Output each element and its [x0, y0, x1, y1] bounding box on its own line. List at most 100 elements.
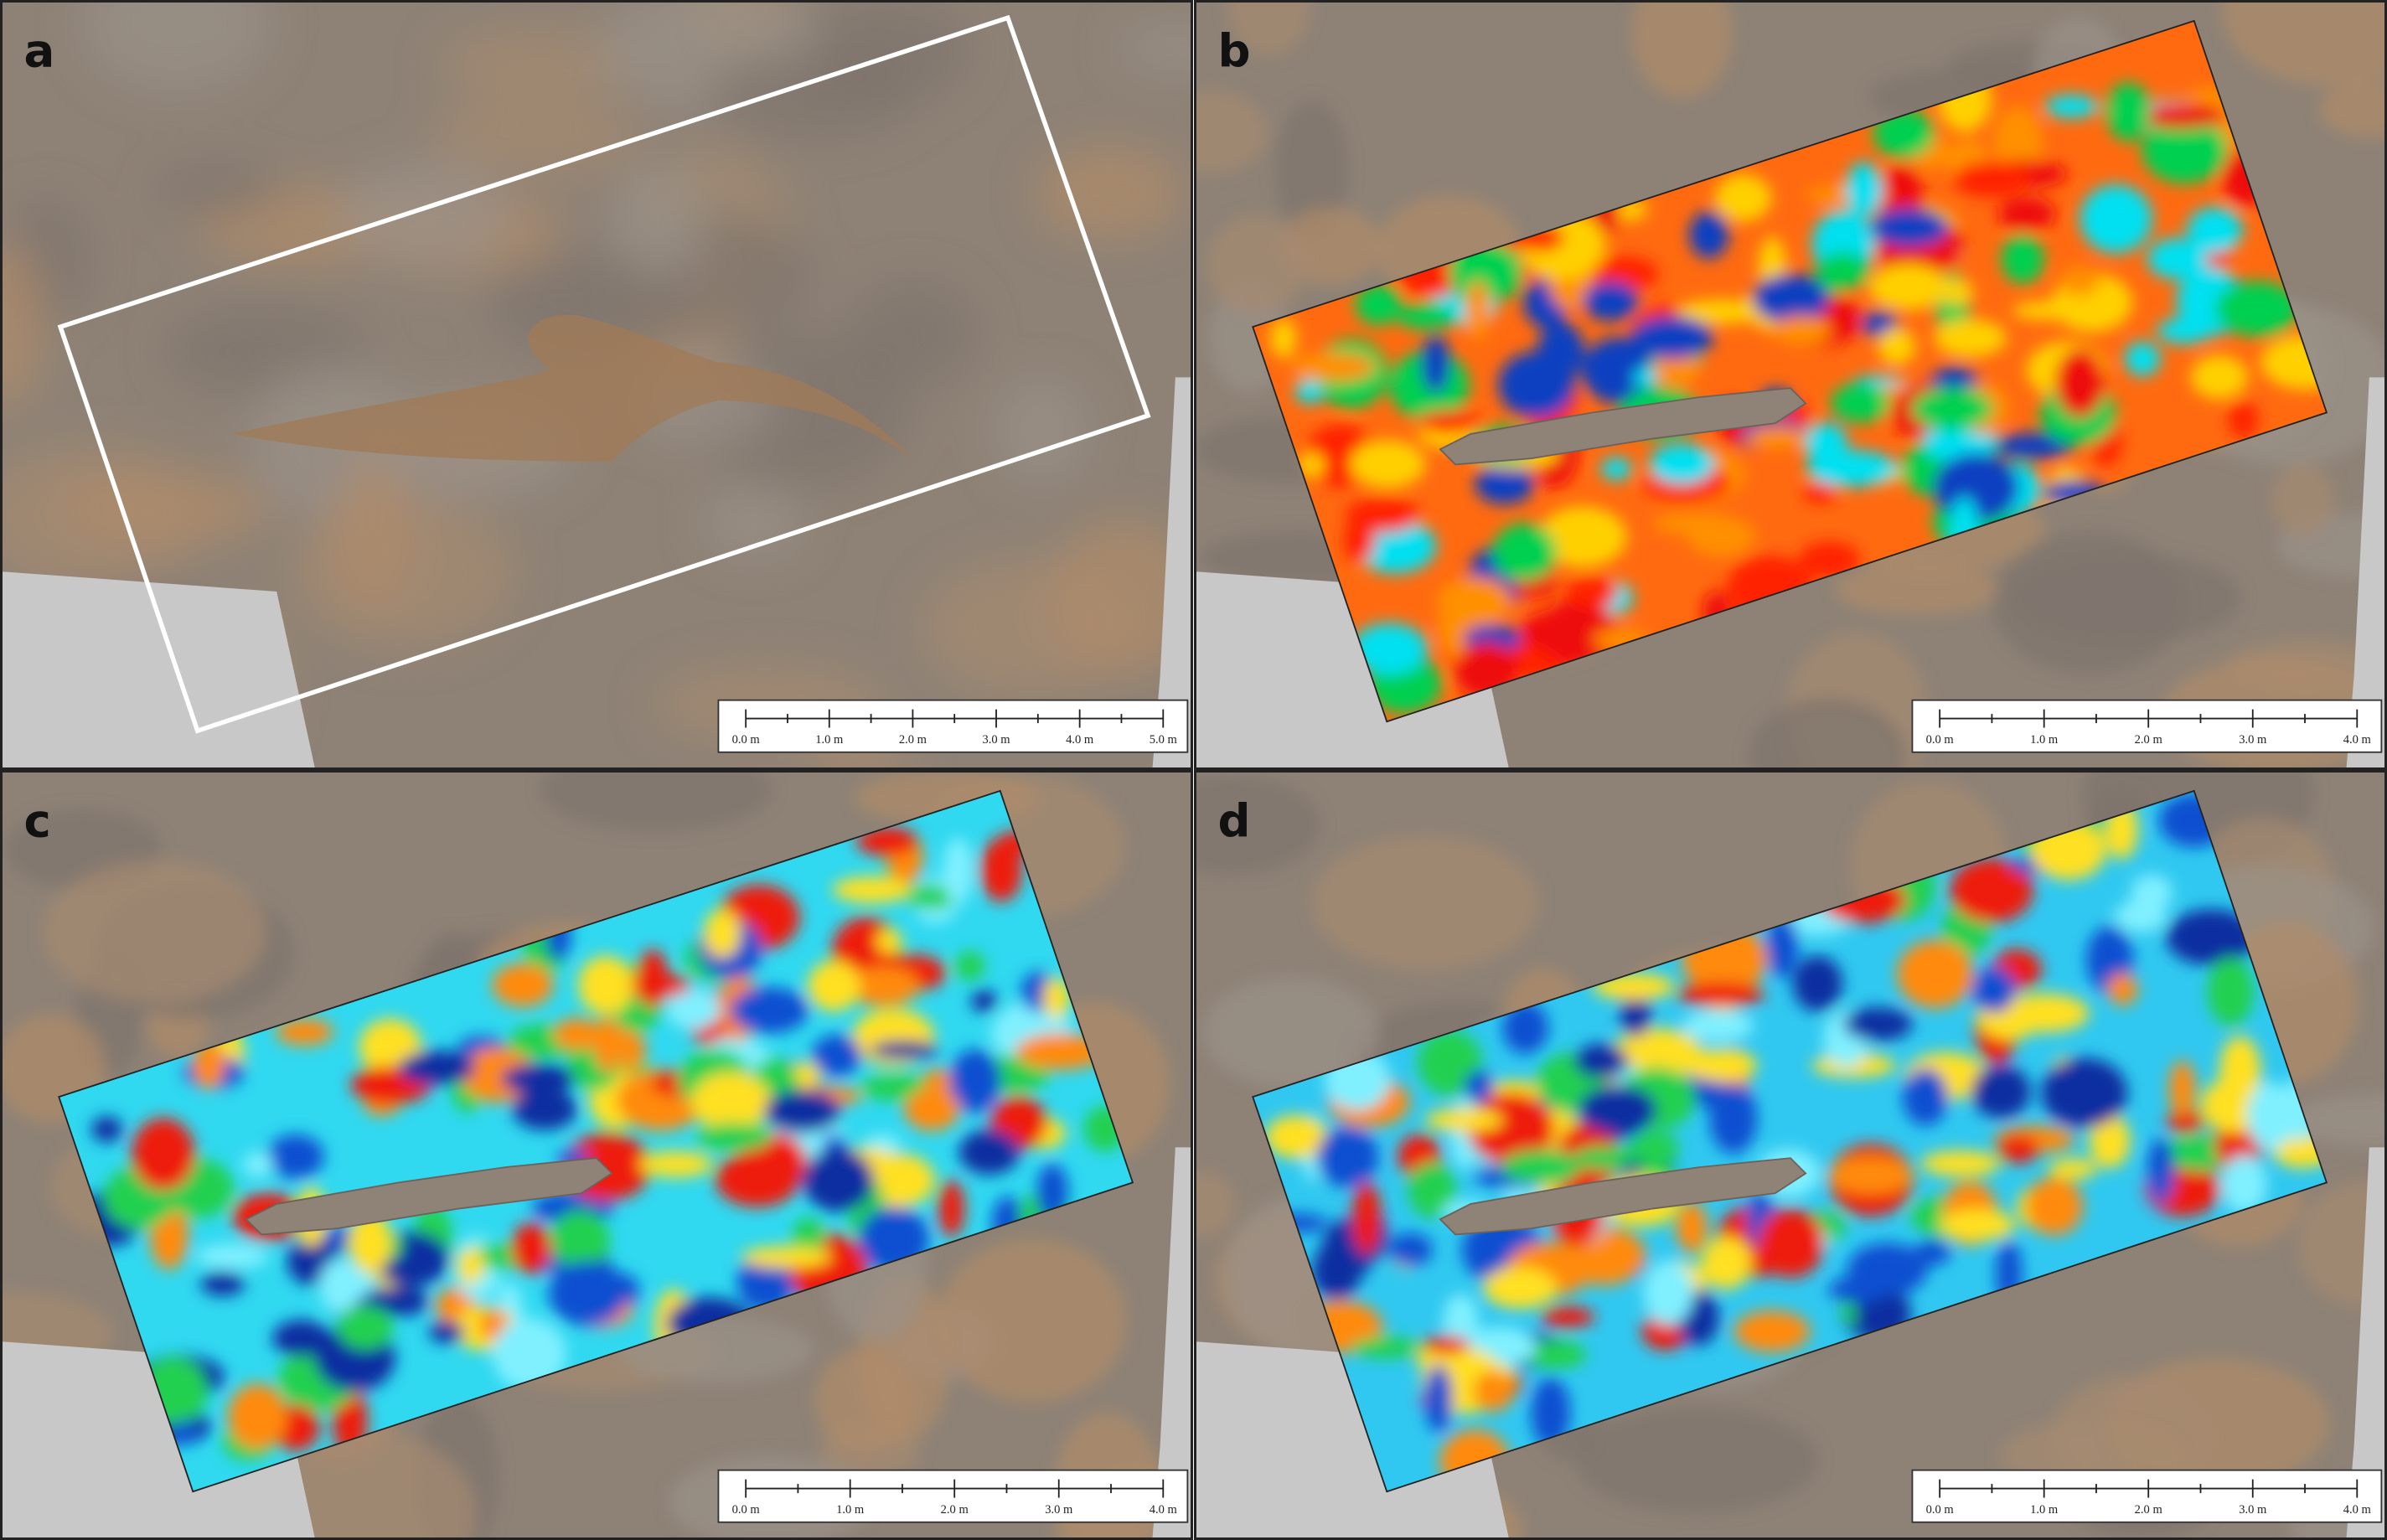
masked-area [3, 571, 315, 767]
soil-patch [1631, 3, 1733, 98]
heatmap-blob [192, 1039, 225, 1089]
heatmap-blob [492, 964, 554, 1007]
scale-label: 2.0 m [2135, 733, 2163, 747]
heatmap-blob [1799, 541, 1861, 578]
heatmap-blob [272, 1320, 330, 1357]
heatmap-blob [1538, 506, 1627, 567]
heatmap-blob [1940, 279, 1974, 305]
heatmap-blob [1758, 1208, 1825, 1279]
heatmap-blob [266, 1134, 324, 1179]
scale-label: 3.0 m [2239, 733, 2267, 747]
soil-patch [1206, 214, 1307, 313]
heatmap-blob [1816, 251, 1870, 290]
heatmap-blob [665, 988, 721, 1030]
soil-patch [1311, 835, 1539, 970]
heatmap-blobs [78, 826, 1127, 1461]
heatmap-blob [1997, 196, 2056, 231]
panel-letter: d [1217, 794, 1250, 848]
heatmap-blob [2166, 1109, 2204, 1133]
panel-image: b 0.0 m 1.0 m 2.0 m 3.0 m 4.0 m [1196, 3, 2384, 767]
heatmap-blob [1437, 576, 1511, 625]
heatmap-blob [91, 1116, 123, 1143]
heatmap-blob [1630, 315, 1713, 359]
heatmap-blob [949, 1049, 1001, 1114]
heatmap-blob [1015, 1033, 1107, 1070]
soil-patch [1203, 977, 1379, 1088]
heatmap-blob [1677, 982, 1764, 1007]
heatmap-blob [2124, 341, 2161, 376]
heatmap-blob [2041, 1057, 2128, 1129]
panel: d 0.0 m 1.0 m 2.0 m 3.0 m 4.0 m [1194, 770, 2387, 1540]
heatmap-blob [2246, 1082, 2295, 1150]
heatmap-blob [1424, 1108, 1504, 1132]
soil-patch [1036, 145, 1185, 240]
scale-label: 3.0 m [1045, 1503, 1073, 1517]
heatmap-blob [1878, 328, 1916, 365]
heatmap-blob [1902, 1067, 1949, 1126]
heatmap-blob [1971, 966, 2017, 1014]
heatmap-blob [2044, 95, 2099, 119]
heatmap-blob [764, 1089, 841, 1134]
heatmap-blob [1773, 315, 1832, 345]
scale-box [717, 699, 1189, 753]
soil-patch [1196, 1171, 1237, 1238]
scale-label: 1.0 m [836, 1503, 865, 1517]
heatmap-blob [2221, 1155, 2267, 1214]
soil-patch [1196, 774, 1321, 876]
soil-patch [438, 28, 641, 99]
heatmap-blob [2105, 82, 2151, 142]
heatmap-blob [904, 1088, 960, 1131]
heatmap-blob [2131, 874, 2173, 911]
heatmap-blob [550, 1210, 610, 1269]
scale-label: 0.0 m [732, 1503, 761, 1517]
heatmap-blob [200, 1271, 245, 1296]
heatmap-blob [1831, 383, 1890, 423]
heatmap-blob [1868, 264, 1949, 311]
soil-patch [80, 3, 272, 92]
heatmap-blob [1464, 1070, 1494, 1103]
heatmap-blob [242, 1152, 274, 1177]
heatmap-blob [548, 1260, 628, 1326]
scale-label: 4.0 m [2343, 1503, 2372, 1517]
scale-box [1911, 699, 2383, 753]
soil-patch [1992, 531, 2186, 674]
heatmap-blob [2136, 103, 2225, 129]
heatmap-blob [1843, 1007, 1913, 1041]
soil-patch [1196, 90, 1268, 173]
heatmap-blob [553, 1018, 602, 1051]
heatmap-blob [1920, 1150, 2001, 1177]
heatmap-blob [1701, 1236, 1752, 1289]
heatmap-blob [1355, 283, 1402, 326]
heatmap-blob [1345, 498, 1420, 533]
heatmap-blob [1950, 857, 2033, 923]
heatmap-blob [2048, 1158, 2098, 1180]
heatmap-blob [2054, 348, 2105, 418]
heatmap-blob [1270, 318, 1297, 359]
heatmap-blob [1573, 1043, 1629, 1078]
heatmap-blob [1827, 1155, 1914, 1195]
fossil [1439, 1157, 1807, 1236]
heatmap-blob [1465, 281, 1491, 341]
heatmap-blob [638, 1151, 713, 1178]
heatmap-blob [1939, 1209, 2016, 1242]
heatmap-blob [1541, 1306, 1595, 1328]
scale-label: 3.0 m [982, 733, 1010, 747]
heatmap-blob [695, 1123, 772, 1151]
heatmap-blob [195, 1243, 269, 1269]
soil-patch [338, 161, 511, 266]
heatmap-blob [807, 960, 860, 1012]
scale-label: 1.0 m [815, 733, 844, 747]
heatmap-blob [1423, 1335, 1470, 1355]
heatmap-blob [803, 1149, 875, 1212]
panel: a 0.0 m 1.0 m 2.0 m 3.0 m 4.0 m 5.0 m [0, 0, 1193, 770]
heatmap-blob [1350, 440, 1426, 488]
heatmap-blob [1531, 1377, 1571, 1449]
heatmap-blob [1582, 281, 1639, 322]
heatmap-blob [1298, 452, 1325, 478]
heatmap-blob [330, 1268, 373, 1300]
heatmap-blob [1316, 1126, 1379, 1187]
heatmap-blob [1952, 161, 2031, 198]
heatmap-blob [943, 837, 974, 904]
panel: c 0.0 m 1.0 m 2.0 m 3.0 m 4.0 m [0, 770, 1193, 1540]
scale-label: 2.0 m [941, 1503, 969, 1517]
